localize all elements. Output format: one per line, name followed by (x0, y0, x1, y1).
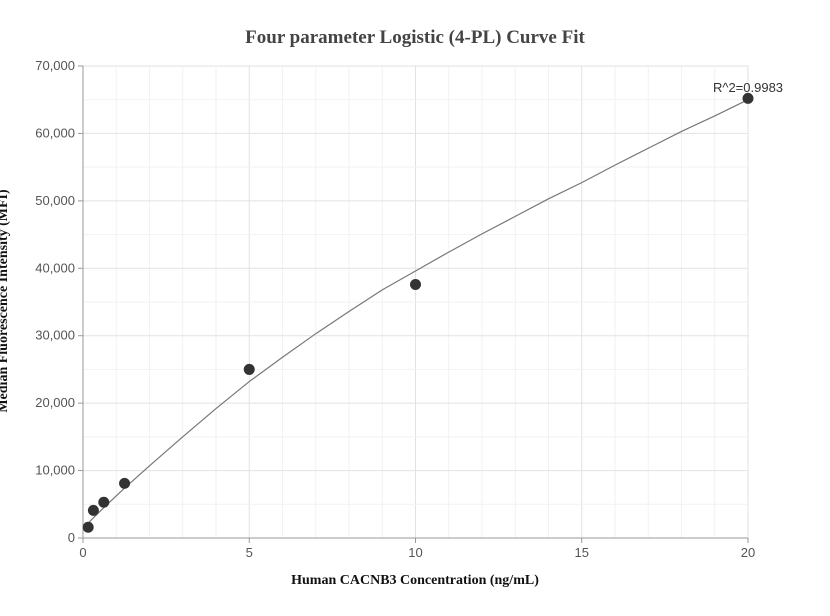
fit-curve-layer (82, 99, 749, 529)
y-tick-label: 60,000 (35, 125, 75, 140)
fit-curve (82, 99, 749, 529)
data-point (87, 504, 99, 516)
y-tick-label: 40,000 (35, 260, 75, 275)
x-tick-label: 10 (408, 545, 422, 560)
tick-labels: 0 5 10 15 20 0 10,000 20,000 30,000 40,000 50,000 6… (35, 58, 755, 560)
y-tick-label: 0 (68, 530, 75, 545)
x-tick-label: 20 (741, 545, 755, 560)
data-point (119, 477, 131, 489)
y-tick-label: 30,000 (35, 328, 75, 343)
x-tick-label: 15 (575, 545, 589, 560)
data-point (82, 521, 94, 533)
r-squared-annotation: R^2=0.9983 (713, 80, 783, 95)
y-tick-label: 20,000 (35, 395, 75, 410)
grid (82, 65, 749, 539)
data-point (410, 278, 421, 290)
y-axis-title: Median Fluorescence Intensity (MFI) (0, 189, 11, 413)
x-tick-label: 5 (246, 545, 253, 560)
x-axis-title: Human CACNB3 Concentration (ng/mL) (291, 573, 539, 588)
data-point (243, 363, 255, 375)
y-tick-label: 10,000 (35, 463, 75, 478)
x-tick-label: 0 (79, 545, 86, 560)
chart-title: Four parameter Logistic (4-PL) Curve Fit (245, 27, 585, 48)
data-point (742, 92, 754, 104)
y-tick-label: 50,000 (35, 193, 75, 208)
y-tick-label: 70,000 (35, 58, 75, 73)
axes (78, 65, 749, 543)
data-point (98, 496, 110, 508)
data-points (82, 92, 754, 533)
